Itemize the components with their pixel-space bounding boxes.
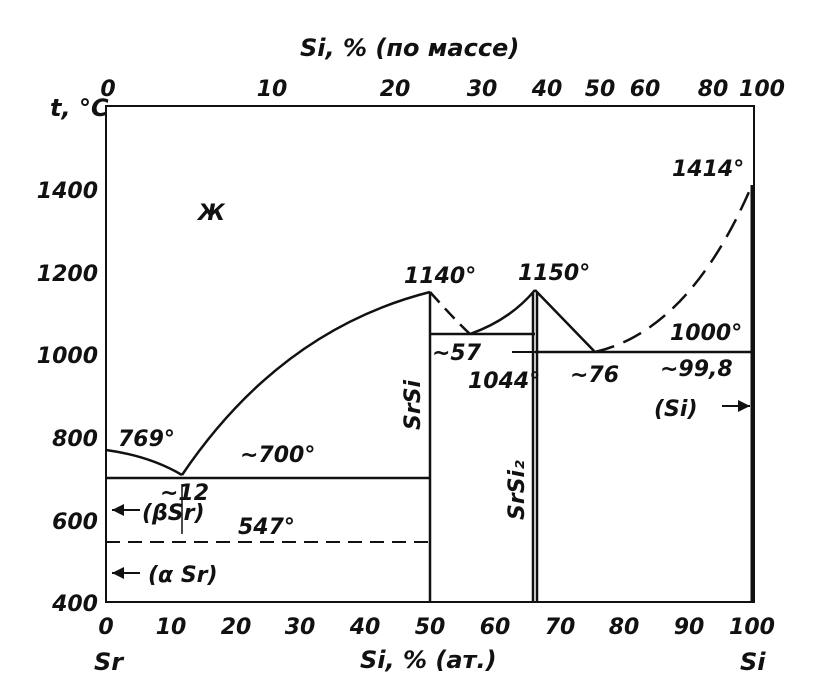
srsi2-label: SrSi₂ [505, 460, 530, 520]
si-label: (Si) [654, 397, 698, 422]
bottom-tick-80: 80 [609, 615, 640, 640]
bottom-tick-10: 10 [156, 615, 187, 640]
left-tick-400: 400 [51, 592, 98, 617]
bottom-tick-100: 100 [729, 615, 775, 640]
annot-547: 547° [238, 515, 295, 540]
liquidus-to-srsi [180, 290, 431, 476]
bottom-tick-20: 20 [221, 615, 252, 640]
annot-700: ~700° [240, 443, 315, 468]
annot-1150: 1150° [518, 261, 590, 286]
bottom-tick-50: 50 [415, 615, 446, 640]
bottom-tick-0: 0 [98, 615, 113, 640]
srsi-label: SrSi [401, 379, 426, 430]
top-tick-100: 100 [739, 77, 785, 102]
top-tick-80: 80 [698, 77, 729, 102]
bottom-tick-70: 70 [545, 615, 576, 640]
annot-76: ~76 [570, 363, 619, 388]
beta-sr-label: (βSr) [142, 501, 205, 526]
top-axis-ticks: 0 10 20 30 40 50 60 80 100 [100, 77, 785, 102]
liquidus-srsi2-to-76 [534, 289, 596, 353]
bottom-tick-40: 40 [349, 615, 381, 640]
liquid-label: Ж [196, 201, 226, 226]
top-tick-20: 20 [380, 77, 411, 102]
top-tick-30: 30 [467, 77, 498, 102]
left-tick-1400: 1400 [37, 179, 98, 204]
bottom-axis-ticks: 0 10 20 30 40 50 60 70 80 90 100 [98, 615, 775, 640]
annot-1414: 1414° [672, 157, 744, 182]
top-tick-0: 0 [100, 77, 115, 102]
top-tick-50: 50 [585, 77, 616, 102]
liquidus-srsi-dashed [429, 291, 471, 335]
annot-998: ~99,8 [660, 357, 733, 382]
component-sr: Sr [94, 648, 125, 676]
annot-769: 769° [118, 427, 175, 452]
arrowhead-beta-sr [112, 504, 124, 516]
arrowhead-si [738, 400, 750, 412]
top-tick-40: 40 [531, 77, 563, 102]
left-tick-1000: 1000 [37, 344, 98, 369]
component-si: Si [740, 648, 766, 676]
annot-12: ~12 [160, 481, 209, 506]
bottom-tick-90: 90 [674, 615, 705, 640]
bottom-tick-30: 30 [285, 615, 316, 640]
left-tick-1200: 1200 [37, 262, 98, 287]
arrowhead-alpha-sr [112, 567, 124, 579]
left-axis-label: t, °C [50, 94, 109, 122]
annot-1044: 1044° [468, 369, 540, 394]
annot-57: ~57 [432, 341, 482, 366]
liquidus-to-srsi2 [469, 289, 536, 336]
liquidus-sr-left [105, 448, 183, 477]
alpha-sr-label: (α Sr) [148, 563, 218, 588]
top-tick-60: 60 [630, 77, 661, 102]
top-tick-10: 10 [257, 77, 288, 102]
top-axis-label: Si, % (по массе) [300, 34, 519, 62]
left-tick-800: 800 [52, 427, 98, 452]
bottom-tick-60: 60 [480, 615, 511, 640]
liquidus-si-dashed [594, 184, 754, 354]
bottom-axis-label: Si, % (ат.) [360, 646, 497, 674]
annot-1140: 1140° [404, 264, 476, 289]
left-tick-600: 600 [52, 510, 98, 535]
annot-1000: 1000° [670, 321, 742, 346]
left-axis-ticks: 1400 1200 1000 800 600 400 [37, 179, 98, 617]
